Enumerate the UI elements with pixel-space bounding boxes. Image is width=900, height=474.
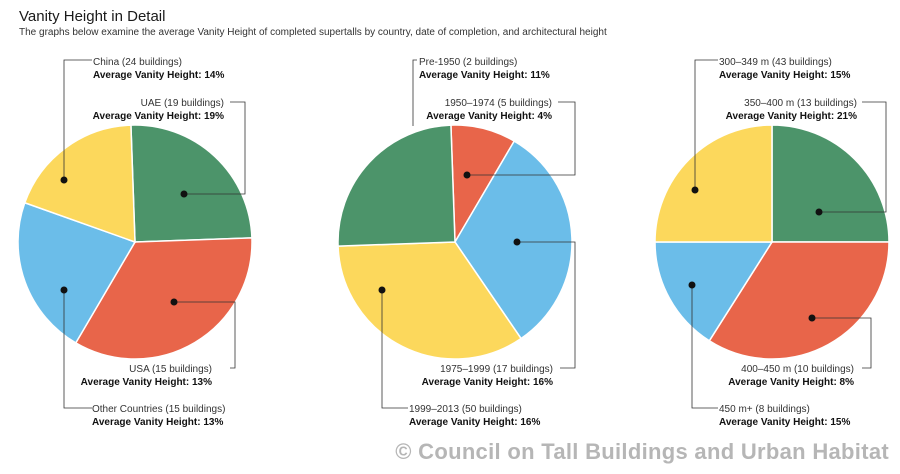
- pie-height: [654, 124, 890, 360]
- pie-completion-date: [337, 124, 573, 360]
- pie-slice-3: [17, 201, 137, 344]
- slice-value-label: Average Vanity Height: 11%: [419, 70, 550, 81]
- copyright-notice: © Council on Tall Buildings and Urban Ha…: [395, 439, 889, 464]
- slice-value-label: Average Vanity Height: 15%: [719, 417, 850, 428]
- slice-value-label: Average Vanity Height: 8%: [728, 377, 854, 388]
- leader-dot: [60, 176, 68, 184]
- slice-label: Pre-1950 (2 buildings): [419, 57, 517, 68]
- leader-line: [517, 241, 576, 369]
- slice-label: 1999–2013 (50 buildings): [409, 404, 522, 415]
- slice-label: 1975–1999 (17 buildings): [440, 364, 553, 375]
- slice-label: Other Countries (15 buildings): [92, 404, 225, 415]
- leader-line: [63, 290, 92, 409]
- pie-slice-3: [654, 241, 774, 342]
- leader-line: [819, 101, 887, 213]
- leader-line: [184, 101, 246, 195]
- slice-label: 350–400 m (13 buildings): [744, 98, 857, 109]
- leader-line: [381, 290, 408, 409]
- pie-slice-extra: [337, 124, 456, 247]
- slice-value-label: Average Vanity Height: 19%: [93, 111, 224, 122]
- leader-dot: [60, 286, 68, 294]
- slice-value-label: Average Vanity Height: 13%: [92, 417, 223, 428]
- pie-slice-4: [654, 124, 773, 243]
- pie-slice-1: [130, 124, 253, 243]
- leader-dot: [688, 281, 696, 289]
- leader-dot: [378, 286, 386, 294]
- slice-value-label: Average Vanity Height: 4%: [426, 111, 552, 122]
- leader-line: [412, 59, 417, 126]
- slice-label: China (24 buildings): [93, 57, 182, 68]
- leader-dot: [463, 171, 471, 179]
- pie-slice-1: [771, 124, 890, 243]
- pie-country: [17, 124, 253, 360]
- slice-label: 1950–1974 (5 buildings): [445, 98, 552, 109]
- page-subtitle: The graphs below examine the average Van…: [19, 27, 607, 38]
- leader-line: [63, 59, 92, 180]
- leader-dot: [170, 298, 178, 306]
- slice-value-label: Average Vanity Height: 16%: [409, 417, 540, 428]
- page-title: Vanity Height in Detail: [19, 8, 166, 25]
- slice-label: 400–450 m (10 buildings): [741, 364, 854, 375]
- slice-label: USA (15 buildings): [129, 364, 212, 375]
- leader-dot: [691, 186, 699, 194]
- slice-label: 300–349 m (43 buildings): [719, 57, 832, 68]
- slice-value-label: Average Vanity Height: 15%: [719, 70, 850, 81]
- pie-slice-3: [454, 140, 573, 340]
- slice-value-label: Average Vanity Height: 13%: [81, 377, 212, 388]
- leader-dot: [513, 238, 521, 246]
- leader-dot: [808, 314, 816, 322]
- slice-label: 450 m+ (8 buildings): [719, 404, 810, 415]
- slice-value-label: Average Vanity Height: 16%: [422, 377, 553, 388]
- leader-line: [812, 317, 872, 369]
- leader-dot: [180, 190, 188, 198]
- slice-label: UAE (19 buildings): [141, 98, 224, 109]
- slice-value-label: Average Vanity Height: 14%: [93, 70, 224, 81]
- leader-line: [694, 59, 718, 190]
- slice-value-label: Average Vanity Height: 21%: [726, 111, 857, 122]
- pie-slice-4: [23, 124, 136, 244]
- leader-line: [467, 101, 576, 176]
- leader-dot: [815, 208, 823, 216]
- leader-line: [691, 285, 718, 409]
- leader-line: [174, 301, 236, 369]
- pie-slice-4: [337, 241, 523, 360]
